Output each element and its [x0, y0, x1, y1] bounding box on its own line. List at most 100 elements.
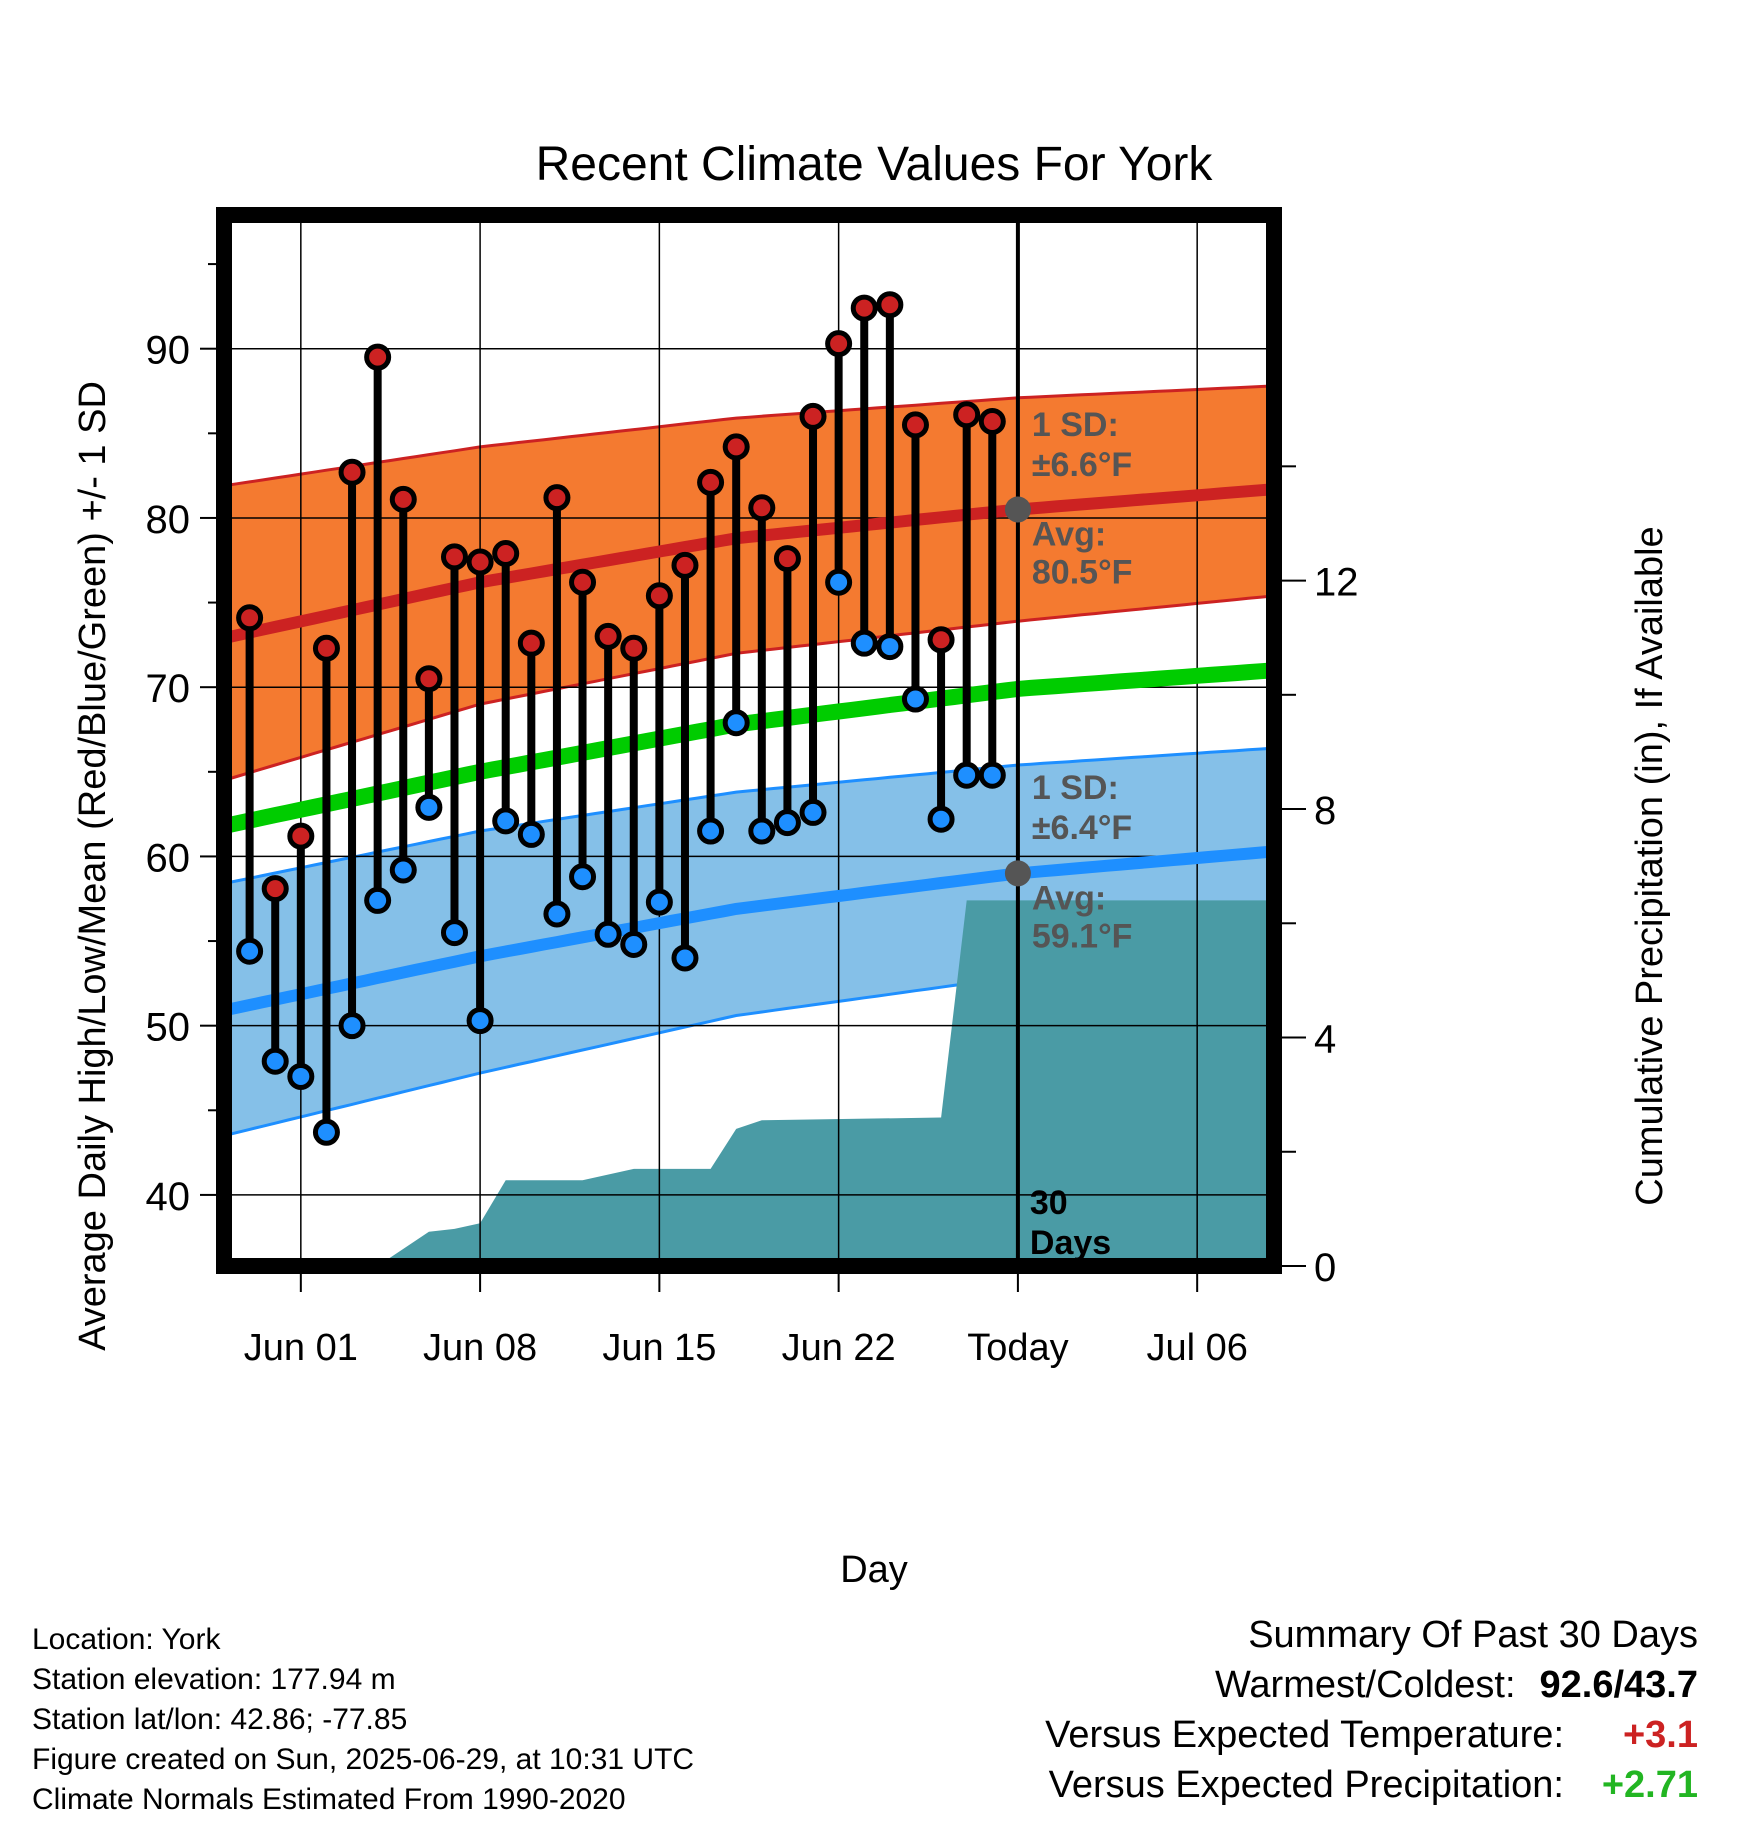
low-point: [722, 709, 750, 737]
low-avg-value: 59.1°F: [1032, 917, 1133, 955]
high-point: [799, 402, 827, 430]
high-point: [338, 458, 366, 486]
plot-frame: [216, 207, 1282, 1274]
precip-label: Versus Expected Precipitation:: [1048, 1764, 1564, 1806]
high-sd-lower-line: [224, 594, 1274, 782]
low-point: [927, 805, 955, 833]
plot-layers: [224, 215, 1274, 1266]
low-sd-value: ±6.4°F: [1032, 809, 1132, 847]
low-point: [671, 944, 699, 972]
low-point: [697, 817, 725, 845]
high-point: [236, 604, 264, 632]
y-left-tick-label: 80: [146, 498, 191, 542]
high-point: [440, 543, 468, 571]
low-point: [620, 930, 648, 958]
high-point: [671, 551, 699, 579]
high-point: [389, 485, 417, 513]
high-point: [312, 634, 340, 662]
low-point: [466, 1007, 494, 1035]
low-point: [825, 568, 853, 596]
high-point: [594, 622, 622, 650]
low-point: [287, 1062, 315, 1090]
x-axis-label: Day: [840, 1549, 908, 1591]
high-point: [492, 539, 520, 567]
x-tick-label: Today: [967, 1327, 1068, 1369]
low-point: [236, 937, 264, 965]
today-low-avg-marker: [1004, 860, 1031, 887]
y-right-tick-label: 8: [1314, 789, 1336, 833]
high-sd-value: ±6.6°F: [1032, 446, 1132, 484]
low-avg-label: Avg:: [1032, 879, 1106, 917]
low-point: [594, 920, 622, 948]
warm-cold-label: Warmest/Coldest:: [1214, 1664, 1516, 1706]
chart-title: Recent Climate Values For York: [536, 138, 1214, 191]
y-left-tick-label: 60: [146, 836, 191, 880]
high-point: [850, 294, 878, 322]
high-sd-label: 1 SD:: [1032, 406, 1119, 444]
low-point: [312, 1118, 340, 1146]
high-point: [517, 629, 545, 657]
y-right-tick-label: 12: [1314, 561, 1359, 605]
high-point: [364, 343, 392, 371]
high-point: [825, 330, 853, 358]
station-info: Location: York Station elevation: 177.94…: [32, 1620, 694, 1820]
normals-text: Climate Normals Estimated From 1990-2020: [32, 1783, 626, 1816]
low-point: [440, 919, 468, 947]
x-tick-label: Jun 22: [782, 1327, 896, 1369]
x-tick-label: Jun 15: [602, 1327, 716, 1369]
low-point: [748, 817, 776, 845]
period-label-unit: Days: [1030, 1224, 1111, 1262]
y-axis-right-label: Cumulative Precipitation (in), If Availa…: [1629, 526, 1671, 1205]
precip-value: +2.71: [1601, 1764, 1698, 1806]
low-point: [876, 633, 904, 661]
high-point: [466, 548, 494, 576]
high-point: [543, 484, 571, 512]
latlon-text: Station lat/lon: 42.86; -77.85: [32, 1703, 408, 1736]
high-point: [876, 291, 904, 319]
low-point: [569, 863, 597, 891]
high-point: [415, 665, 443, 693]
low-point: [389, 856, 417, 884]
high-point: [569, 568, 597, 596]
temp-value: +3.1: [1622, 1714, 1698, 1756]
low-point: [415, 793, 443, 821]
y-right-tick-label: 0: [1314, 1246, 1336, 1290]
climate-chart: Recent Climate Values For York 1 SD:±6.6…: [72, 138, 1671, 1591]
summary-panel: Summary Of Past 30 Days Warmest/Coldest:…: [1045, 1610, 1698, 1810]
high-point: [773, 545, 801, 573]
low-sd-label: 1 SD:: [1032, 769, 1119, 807]
low-point: [261, 1047, 289, 1075]
high-point: [287, 822, 315, 850]
low-sd-upper-line: [224, 746, 1274, 885]
y-axis-left-label: Average Daily High/Low/Mean (Red/Blue/Gr…: [72, 381, 114, 1351]
x-tick-label: Jun 08: [423, 1327, 537, 1369]
x-tick-label: Jul 06: [1146, 1327, 1247, 1369]
y-left-tick-label: 90: [146, 329, 191, 373]
temp-label: Versus Expected Temperature:: [1045, 1714, 1564, 1756]
summary-temperature: Versus Expected Temperature: +3.1: [1045, 1710, 1698, 1760]
high-sd-band: [224, 385, 1274, 781]
warm-cold-value: 92.6/43.7: [1539, 1664, 1698, 1706]
precipitation-area: [377, 900, 1274, 1266]
low-point: [773, 809, 801, 837]
high-avg-label: Avg:: [1032, 515, 1106, 553]
high-point: [901, 411, 929, 439]
y-left-tick-label: 50: [146, 1006, 191, 1050]
high-point: [261, 875, 289, 903]
low-point: [799, 798, 827, 826]
high-sd-upper-line: [224, 384, 1274, 488]
x-tick-label: Jun 01: [244, 1327, 358, 1369]
today-high-avg-marker: [1004, 496, 1031, 523]
high-avg-value: 80.5°F: [1032, 553, 1133, 591]
high-point: [722, 433, 750, 461]
axes: 40 50 60 70 80 90 0 4 8 12 Jun 01 Jun 08 Jun 15 Jun 2…: [146, 207, 1359, 1369]
low-point: [850, 629, 878, 657]
high-avg-line: [224, 483, 1274, 644]
summary-precipitation: Versus Expected Precipitation: +2.71: [1045, 1760, 1698, 1810]
low-point: [517, 820, 545, 848]
period-label-count: 30: [1030, 1184, 1068, 1222]
summary-heading: Summary Of Past 30 Days: [1248, 1614, 1698, 1656]
low-point: [338, 1012, 366, 1040]
low-point: [901, 685, 929, 713]
